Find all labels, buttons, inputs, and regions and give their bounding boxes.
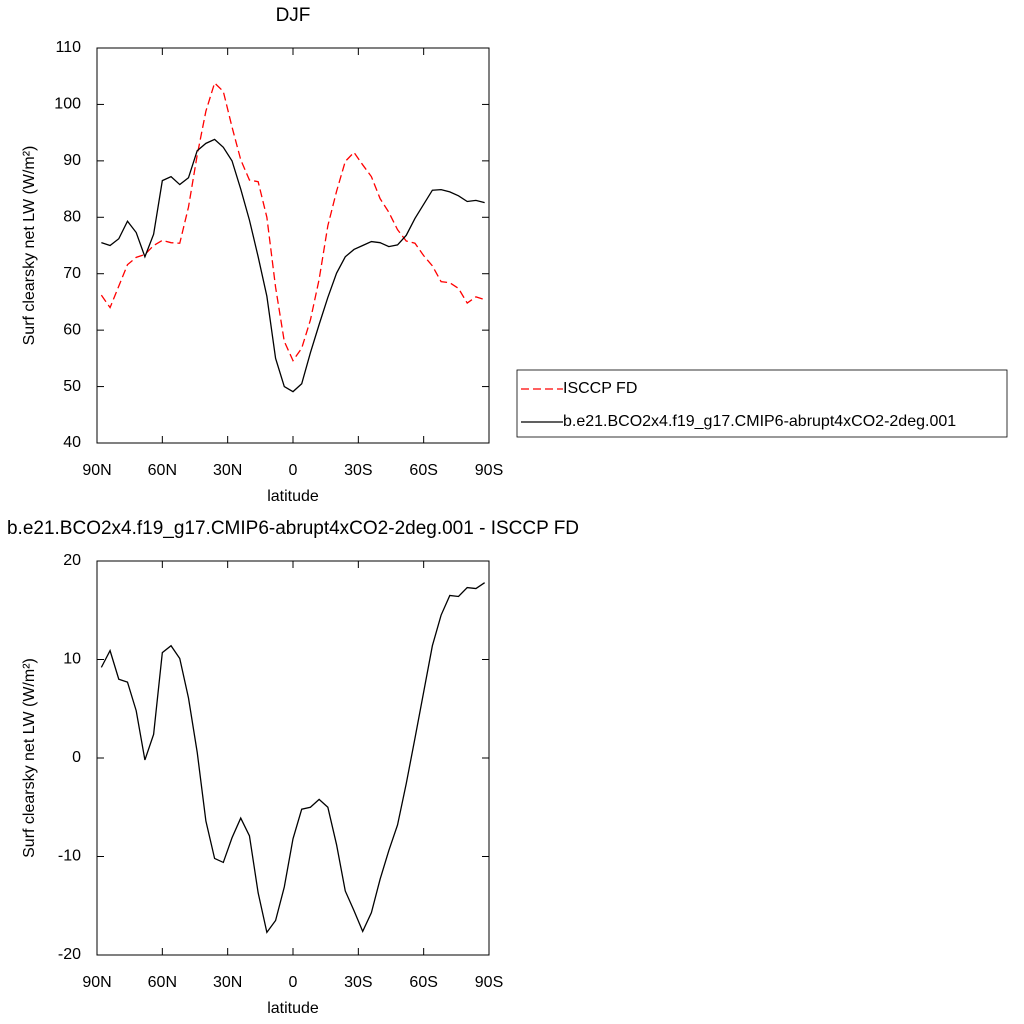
x-tick-label: 60N <box>148 462 177 479</box>
chart-title: DJF <box>276 5 311 26</box>
y-tick-label: 110 <box>55 39 81 56</box>
y-tick-label: 50 <box>63 378 81 395</box>
y-tick-label: 20 <box>63 552 81 569</box>
y-tick-label: 100 <box>54 96 81 113</box>
x-tick-label: 30S <box>344 462 372 479</box>
data-line <box>101 138 485 393</box>
x-tick-label: 0 <box>289 462 298 479</box>
plot-frame <box>96 47 490 444</box>
y-tick-label: 60 <box>63 321 81 338</box>
x-tick-label: 90S <box>475 974 503 991</box>
data-line <box>100 81 485 362</box>
x-tick-label: 0 <box>289 974 298 991</box>
y-axis-label: Surf clearsky net LW (W/m²) <box>21 658 38 858</box>
legend-box <box>516 369 1008 438</box>
data-line <box>100 582 486 934</box>
x-tick-label: 30N <box>213 462 242 479</box>
y-tick-label: -20 <box>58 946 81 963</box>
y-tick-label: 70 <box>63 265 81 282</box>
x-tick-label: 60N <box>148 974 177 991</box>
y-tick-label: 40 <box>63 434 81 451</box>
x-tick-label: 60S <box>409 974 437 991</box>
y-tick-label: 0 <box>72 749 81 766</box>
legend-label: b.e21.BCO2x4.f19_g17.CMIP6-abrupt4xCO2-2… <box>563 413 956 430</box>
y-tick-label: 90 <box>63 152 81 169</box>
x-axis-label: latitude <box>267 488 319 505</box>
x-tick-label: 90N <box>82 462 111 479</box>
x-tick-label: 60S <box>409 462 437 479</box>
x-tick-label: 30S <box>344 974 372 991</box>
y-tick-label: -10 <box>58 848 81 865</box>
chart-title: b.e21.BCO2x4.f19_g17.CMIP6-abrupt4xCO2-2… <box>7 518 579 539</box>
x-axis-label: latitude <box>267 1000 319 1017</box>
y-tick-label: 10 <box>63 651 81 668</box>
y-axis-label: Surf clearsky net LW (W/m²) <box>21 146 38 346</box>
x-tick-label: 30N <box>213 974 242 991</box>
legend-label: ISCCP FD <box>563 380 637 397</box>
y-tick-label: 80 <box>63 209 81 226</box>
x-tick-label: 90S <box>475 462 503 479</box>
plot-frame <box>96 560 490 956</box>
x-tick-label: 90N <box>82 974 111 991</box>
